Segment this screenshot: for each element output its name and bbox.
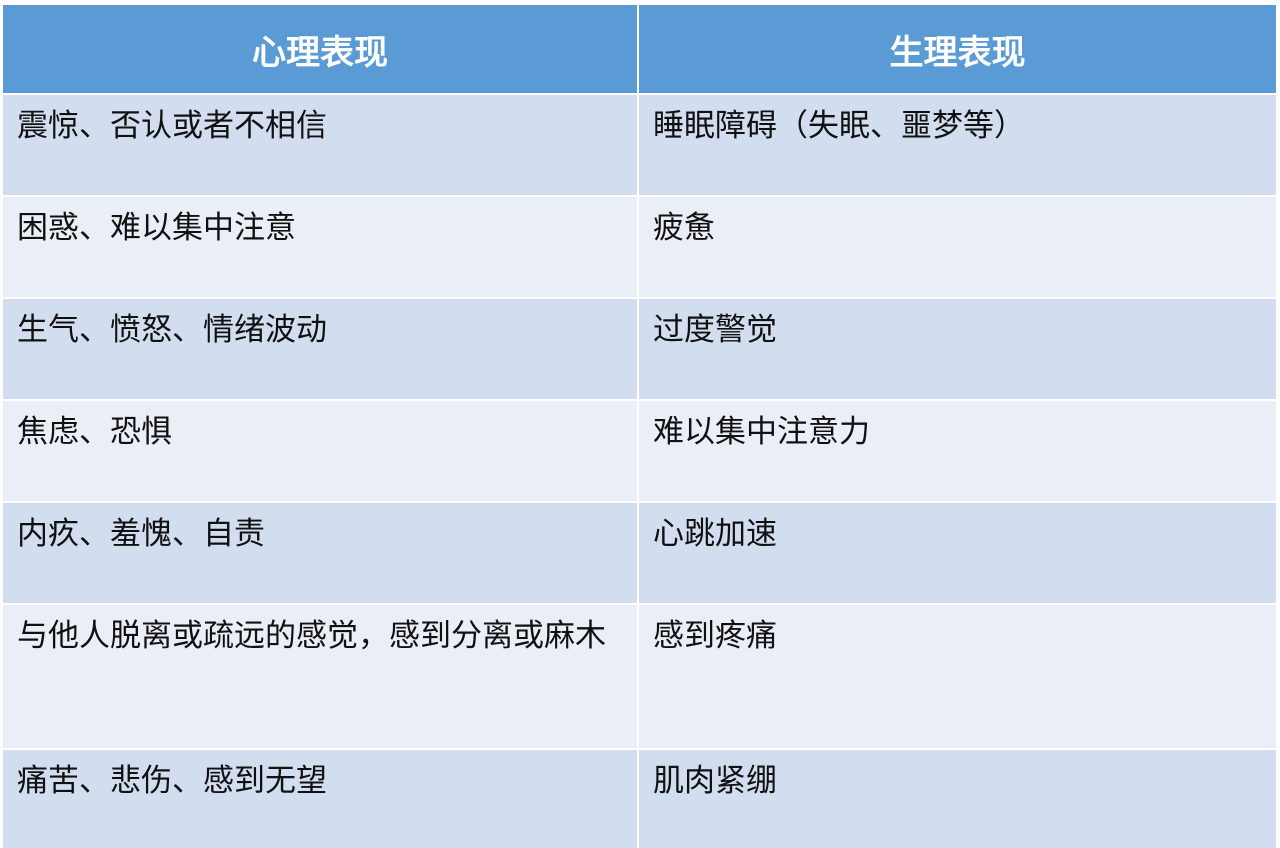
table-cell: 心跳加速 [639,503,1276,603]
symptoms-table: 心理表现 生理表现 震惊、否认或者不相信 睡眠障碍（失眠、噩梦等） 困惑、难以集… [3,5,1276,848]
table-cell: 震惊、否认或者不相信 [3,95,637,195]
table-cell: 疲惫 [639,197,1276,297]
table-cell: 与他人脱离或疏远的感觉，感到分离或麻木 [3,605,637,748]
header-psychological: 心理表现 [3,5,637,93]
table-cell: 痛苦、悲伤、感到无望 [3,750,637,848]
header-physiological: 生理表现 [639,5,1276,93]
table-cell: 生气、愤怒、情绪波动 [3,299,637,399]
table-cell: 焦虑、恐惧 [3,401,637,501]
table-cell: 困惑、难以集中注意 [3,197,637,297]
table-cell: 睡眠障碍（失眠、噩梦等） [639,95,1276,195]
table-cell: 难以集中注意力 [639,401,1276,501]
table-cell: 肌肉紧绷 [639,750,1276,848]
table-cell: 过度警觉 [639,299,1276,399]
table-cell: 感到疼痛 [639,605,1276,748]
table-cell: 内疚、羞愧、自责 [3,503,637,603]
